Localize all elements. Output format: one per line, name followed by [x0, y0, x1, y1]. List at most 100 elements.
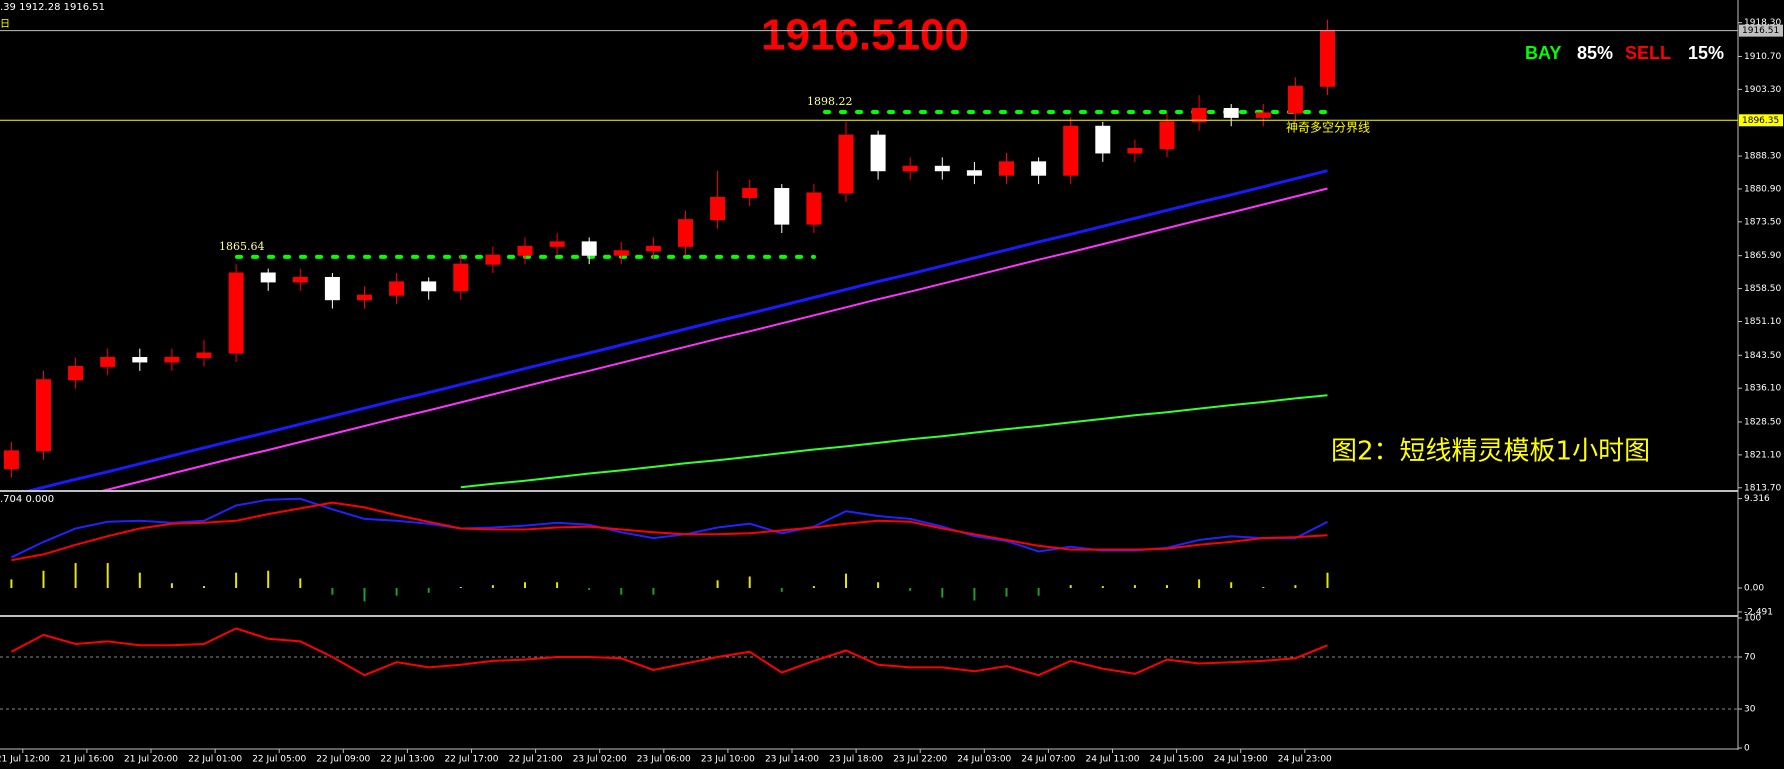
candle-body — [357, 294, 372, 301]
y-tick-label: 1821.10 — [1744, 450, 1781, 460]
candle-body — [710, 196, 726, 221]
x-tick-label: 22 Jul 05:00 — [252, 755, 306, 765]
series-line — [101, 187, 1328, 490]
x-tick-label: 23 Jul 22:00 — [893, 755, 947, 765]
series-line — [26, 169, 1328, 490]
x-tick-label: 23 Jul 10:00 — [701, 755, 755, 765]
x-tick-label: 24 Jul 11:00 — [1086, 755, 1140, 765]
x-tick-label: 22 Jul 09:00 — [316, 755, 370, 765]
indicator-header: .704 0.000 — [0, 494, 54, 505]
signal-name: SELL — [1625, 43, 1671, 63]
y-tick-label: -2.491 — [1744, 607, 1773, 617]
series-line — [11, 501, 1328, 562]
candle-body — [678, 219, 693, 247]
candle-body — [68, 365, 84, 381]
candle-body — [228, 272, 244, 354]
candle-body — [966, 170, 982, 176]
x-tick-label: 23 Jul 06:00 — [637, 755, 691, 765]
candle-body — [902, 165, 918, 172]
y-tick-label: 9.316 — [1744, 494, 1770, 504]
candle-body — [164, 356, 180, 363]
candle-body — [196, 352, 212, 358]
x-tick-label: 22 Jul 01:00 — [188, 755, 242, 765]
y-tick-label: 1865.90 — [1744, 251, 1781, 261]
y-tick-label: 1858.50 — [1744, 284, 1781, 294]
panel — [3, 19, 1335, 490]
y-tick-label: 1851.10 — [1744, 317, 1781, 327]
price-title: 1916.5100 — [761, 11, 969, 60]
candle-body — [485, 254, 501, 265]
y-tick-label: 1836.10 — [1744, 384, 1781, 394]
candle-body — [1063, 125, 1079, 176]
x-tick-label: 24 Jul 19:00 — [1214, 755, 1268, 765]
x-tick-label: 24 Jul 03:00 — [957, 755, 1011, 765]
candle-body — [838, 134, 854, 194]
signal-name: BAY — [1525, 43, 1561, 63]
x-tick-label: 23 Jul 02:00 — [573, 755, 627, 765]
candle-body — [806, 192, 822, 225]
y-tick-label: 0 — [1744, 744, 1750, 754]
x-tick-label: 22 Jul 21:00 — [509, 755, 563, 765]
y-tick-label: 1918.30 — [1744, 18, 1781, 28]
candle-body — [389, 281, 405, 296]
candle-body — [549, 241, 565, 247]
candle-body — [742, 188, 758, 198]
candle-body — [260, 272, 276, 283]
x-tick-label: 24 Jul 23:00 — [1278, 755, 1332, 765]
candle-body — [3, 450, 19, 470]
candle-body — [1095, 125, 1111, 154]
y-tick-label: 1880.90 — [1744, 184, 1781, 194]
y-tick-label: 70 — [1744, 653, 1756, 663]
price-label-box — [1739, 114, 1783, 127]
support-label: 1898.22 — [807, 95, 853, 108]
candle-body — [1191, 107, 1207, 123]
x-tick-label: 24 Jul 15:00 — [1150, 755, 1204, 765]
series-line — [460, 394, 1328, 489]
x-tick-label: 23 Jul 14:00 — [765, 755, 819, 765]
candle-body — [453, 263, 469, 292]
candle-body — [645, 245, 661, 252]
x-tick-label: 21 Jul 16:00 — [60, 755, 114, 765]
candle-body — [1287, 85, 1303, 114]
x-tick-label: 23 Jul 18:00 — [829, 755, 883, 765]
candle-body — [999, 161, 1014, 176]
x-tick-label: 24 Jul 07:00 — [1021, 755, 1075, 765]
candle-body — [613, 250, 629, 256]
candle-body — [324, 276, 340, 301]
x-tick-label: 21 Jul 20:00 — [124, 755, 178, 765]
y-tick-label: 0.00 — [1744, 584, 1764, 594]
y-tick-label: 1903.30 — [1744, 85, 1781, 95]
x-tick-label: 21 Jul 12:00 — [0, 755, 50, 765]
y-tick-label: 1910.70 — [1744, 52, 1781, 62]
x-tick-label: 22 Jul 13:00 — [380, 755, 434, 765]
period: 日 — [0, 19, 10, 30]
candle-body — [1031, 161, 1047, 176]
price-label: 1896.35 — [1742, 116, 1779, 126]
y-tick-label: 1888.30 — [1744, 152, 1781, 162]
candle-body — [132, 356, 148, 363]
boundary-label: 神奇多空分界线 — [1286, 121, 1370, 135]
candle-body — [1159, 121, 1175, 150]
support-label: 1865.64 — [219, 240, 265, 253]
x-tick-label: 22 Jul 17:00 — [445, 755, 499, 765]
price-label-box — [1739, 24, 1783, 37]
candle-body — [1127, 148, 1143, 154]
candle-body — [1255, 112, 1271, 118]
y-tick-label: 1843.50 — [1744, 351, 1781, 361]
candle-body — [774, 188, 790, 225]
y-tick-label: 30 — [1744, 705, 1756, 715]
caption: 图2：短线精灵模板1小时图 — [1331, 437, 1650, 467]
header: .39 1912.28 1916.51 — [0, 2, 105, 13]
y-tick-label: 100 — [1744, 614, 1761, 624]
y-tick-label: 1828.50 — [1744, 417, 1781, 427]
price-label: 1916.51 — [1742, 26, 1779, 36]
y-tick-label: 1813.70 — [1744, 483, 1781, 493]
panel — [0, 627, 1738, 710]
candle-body — [421, 281, 437, 292]
candle-body — [870, 134, 886, 172]
candle-body — [517, 245, 533, 256]
series-line — [10, 627, 1328, 677]
